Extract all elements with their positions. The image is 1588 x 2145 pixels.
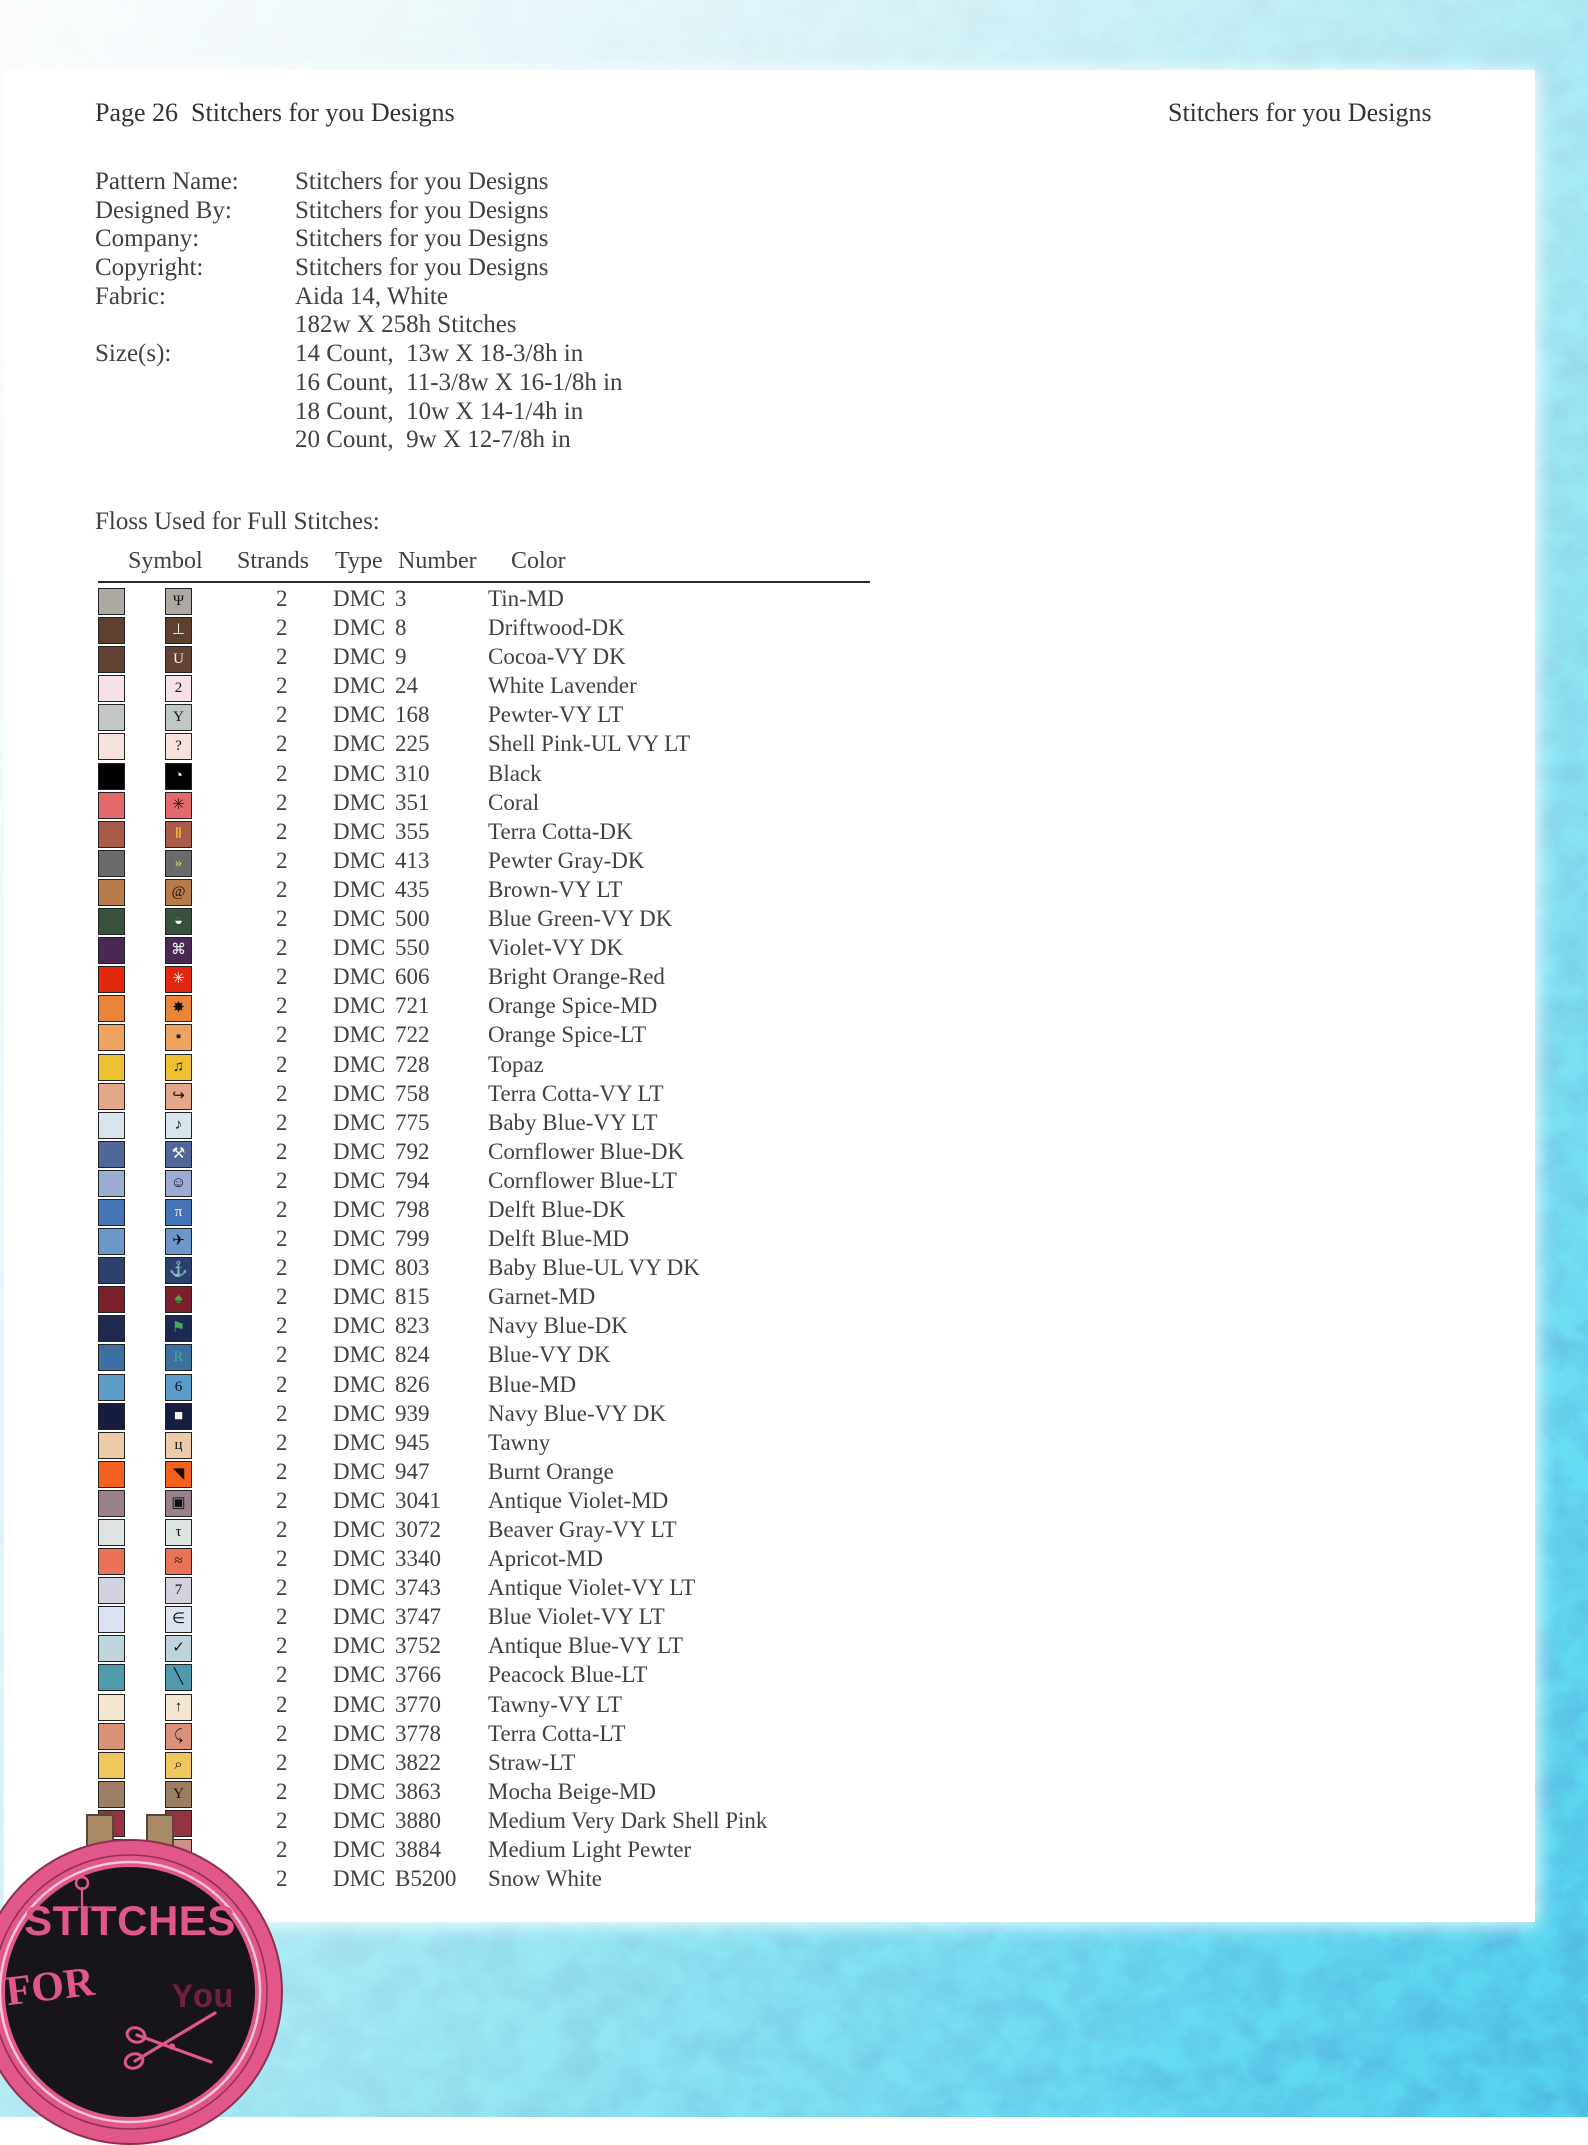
svg-text:You: You [172,1980,233,2018]
svg-text:STITCHES: STITCHES [24,1897,236,1944]
